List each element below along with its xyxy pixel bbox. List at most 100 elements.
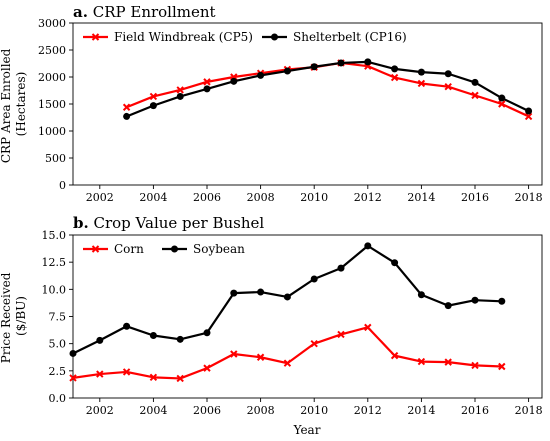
panel-b-data-point	[96, 370, 104, 378]
panel-a-data-point	[310, 63, 318, 71]
panel-a-data-point	[471, 78, 479, 86]
panel-b-legend-label-1: Corn	[114, 242, 144, 256]
panel-b-data-point	[364, 323, 372, 332]
panel-b-xtick-label: 2012	[354, 404, 382, 417]
panel-b-xtick-label: 2008	[247, 404, 275, 417]
panel-a-data-point	[498, 94, 506, 102]
panel-b-ytick-label: 15.0	[42, 229, 67, 242]
panel-b-data-point	[203, 364, 211, 372]
panel-b-ytick-label: 2.5	[49, 365, 67, 378]
panel-b-ylabel-line-1: Price Received	[0, 272, 13, 363]
panel-a-data-point	[203, 78, 211, 86]
panel-b-data-point	[69, 349, 77, 357]
panel-b-data-point	[203, 329, 211, 337]
panel-a-ytick-label: 3000	[38, 17, 66, 30]
panel-b-ytick-label: 0.0	[49, 392, 67, 405]
panel-b-xtick-label: 2016	[461, 404, 489, 417]
panel-a-data-point	[176, 92, 184, 100]
panel-b-data-point	[417, 291, 425, 299]
panel-b-ylabel-line-2: ($/BU)	[14, 296, 28, 336]
panel-a-data-point	[149, 92, 158, 101]
panel-a-legend-label-2: Shelterbelt (CP16)	[293, 30, 407, 44]
panel-b-ticks: 2002 2004 2006 2008 2010 2012 2014 2016 2018 0.0 2…	[42, 229, 543, 417]
panel-a-title: a. CRP Enrollment	[73, 3, 216, 21]
panel-b-data-point	[230, 289, 238, 297]
panel-a-ytick-label: 1500	[38, 98, 66, 111]
panel-b-data-point	[283, 359, 292, 367]
panel-a-legend-marker-2	[271, 33, 278, 41]
panel-a-series	[122, 58, 533, 121]
panel-b-data-point	[444, 302, 452, 310]
panel-b-xtick-label: 2002	[86, 404, 114, 417]
panel-b-data-point	[283, 293, 291, 301]
panel-b-data-point	[390, 351, 399, 360]
panel-a-ytick-label: 2000	[38, 71, 66, 84]
panel-a-xtick-label: 2010	[300, 191, 328, 204]
panel-b-ytick-label: 12.5	[42, 256, 67, 269]
panel-a-ytick-label: 2500	[38, 44, 66, 57]
panel-b-ylabel: Price Received ($/BU)	[0, 269, 28, 363]
panel-a-data-point	[417, 68, 425, 76]
panel-a-data-point	[498, 100, 506, 108]
panel-b-data-point	[256, 353, 265, 361]
panel-a-xtick-label: 2018	[515, 191, 543, 204]
panel-b-data-point	[257, 288, 265, 296]
panel-a-data-point	[337, 59, 345, 67]
panel-a-title-text: CRP Enrollment	[93, 3, 216, 21]
panel-a-ytick-label: 500	[45, 152, 66, 165]
panel-b-data-point	[498, 297, 506, 305]
panel-a-xtick-label: 2004	[139, 191, 167, 204]
panel-b-ytick-label: 7.5	[49, 311, 67, 324]
panel-a-legend-marker-1	[91, 33, 100, 41]
panel-a-xtick-label: 2012	[354, 191, 382, 204]
panel-b-data-point	[391, 259, 399, 267]
panel-b-xtick-label: 2004	[139, 404, 167, 417]
panel-a-series-line-2	[126, 60, 530, 118]
panel-b-xtick-label: 2006	[193, 404, 221, 417]
panel-a-plot-frame	[72, 22, 543, 186]
panel-b-data-point	[310, 339, 318, 348]
panel-a-legend-label-1: Field Windbreak (CP5)	[114, 30, 253, 44]
panel-a-data-point	[283, 67, 291, 75]
panel-b-data-point	[498, 362, 506, 371]
panel-b-data-point	[122, 368, 131, 376]
panel-a-data-point	[122, 103, 131, 111]
panel-b-legend: Corn Soybean	[83, 242, 245, 256]
panel-a-data-point	[149, 102, 157, 110]
panel-a-data-point	[444, 70, 452, 78]
panel-b-legend-label-2: Soybean	[193, 242, 245, 256]
panel-a-data-point	[257, 71, 265, 79]
panel-a-data-point	[230, 77, 238, 85]
panel-a-ylabel-line-2: (Hectares)	[14, 72, 28, 137]
panel-a-ytick-label: 0	[59, 179, 66, 192]
panel-b-xlabel: Year	[293, 423, 321, 437]
panel-a-data-point	[203, 85, 211, 93]
panel-a-data-point	[364, 58, 372, 66]
panel-a-data-point	[525, 107, 533, 115]
panel-b-data-point	[176, 335, 184, 343]
panel-b-data-point	[471, 361, 479, 370]
panel-a-data-point	[524, 112, 533, 121]
panel-b-data-point	[417, 357, 426, 366]
panel-a-ylabel: CRP Area Enrolled (Hectares)	[0, 45, 28, 163]
panel-a-xtick-label: 2008	[247, 191, 275, 204]
panel-a-data-point	[391, 65, 399, 73]
panel-b-ytick-label: 10.0	[42, 283, 67, 296]
panel-b-data-point	[69, 374, 77, 382]
panel-b-data-point	[149, 332, 157, 340]
panel-b: b. Crop Value per Bushel 2002 2004 2006 200…	[0, 214, 543, 437]
panel-b-xtick-label: 2010	[300, 404, 328, 417]
panel-a-data-point	[390, 73, 399, 82]
panel-b-data-point	[337, 264, 345, 272]
panel-b-data-point	[444, 358, 452, 366]
panel-a-xtick-label: 2014	[407, 191, 435, 204]
panel-a-xtick-label: 2016	[461, 191, 489, 204]
panel-a-data-point	[123, 112, 131, 120]
panel-b-ytick-label: 5.0	[49, 338, 67, 351]
panel-a-legend: Field Windbreak (CP5) Shelterbelt (CP16)	[83, 30, 407, 44]
panel-b-data-point	[337, 330, 345, 339]
panel-b-data-point	[364, 242, 372, 250]
panel-b-data-point	[471, 296, 479, 304]
panel-b-data-point	[123, 322, 131, 330]
